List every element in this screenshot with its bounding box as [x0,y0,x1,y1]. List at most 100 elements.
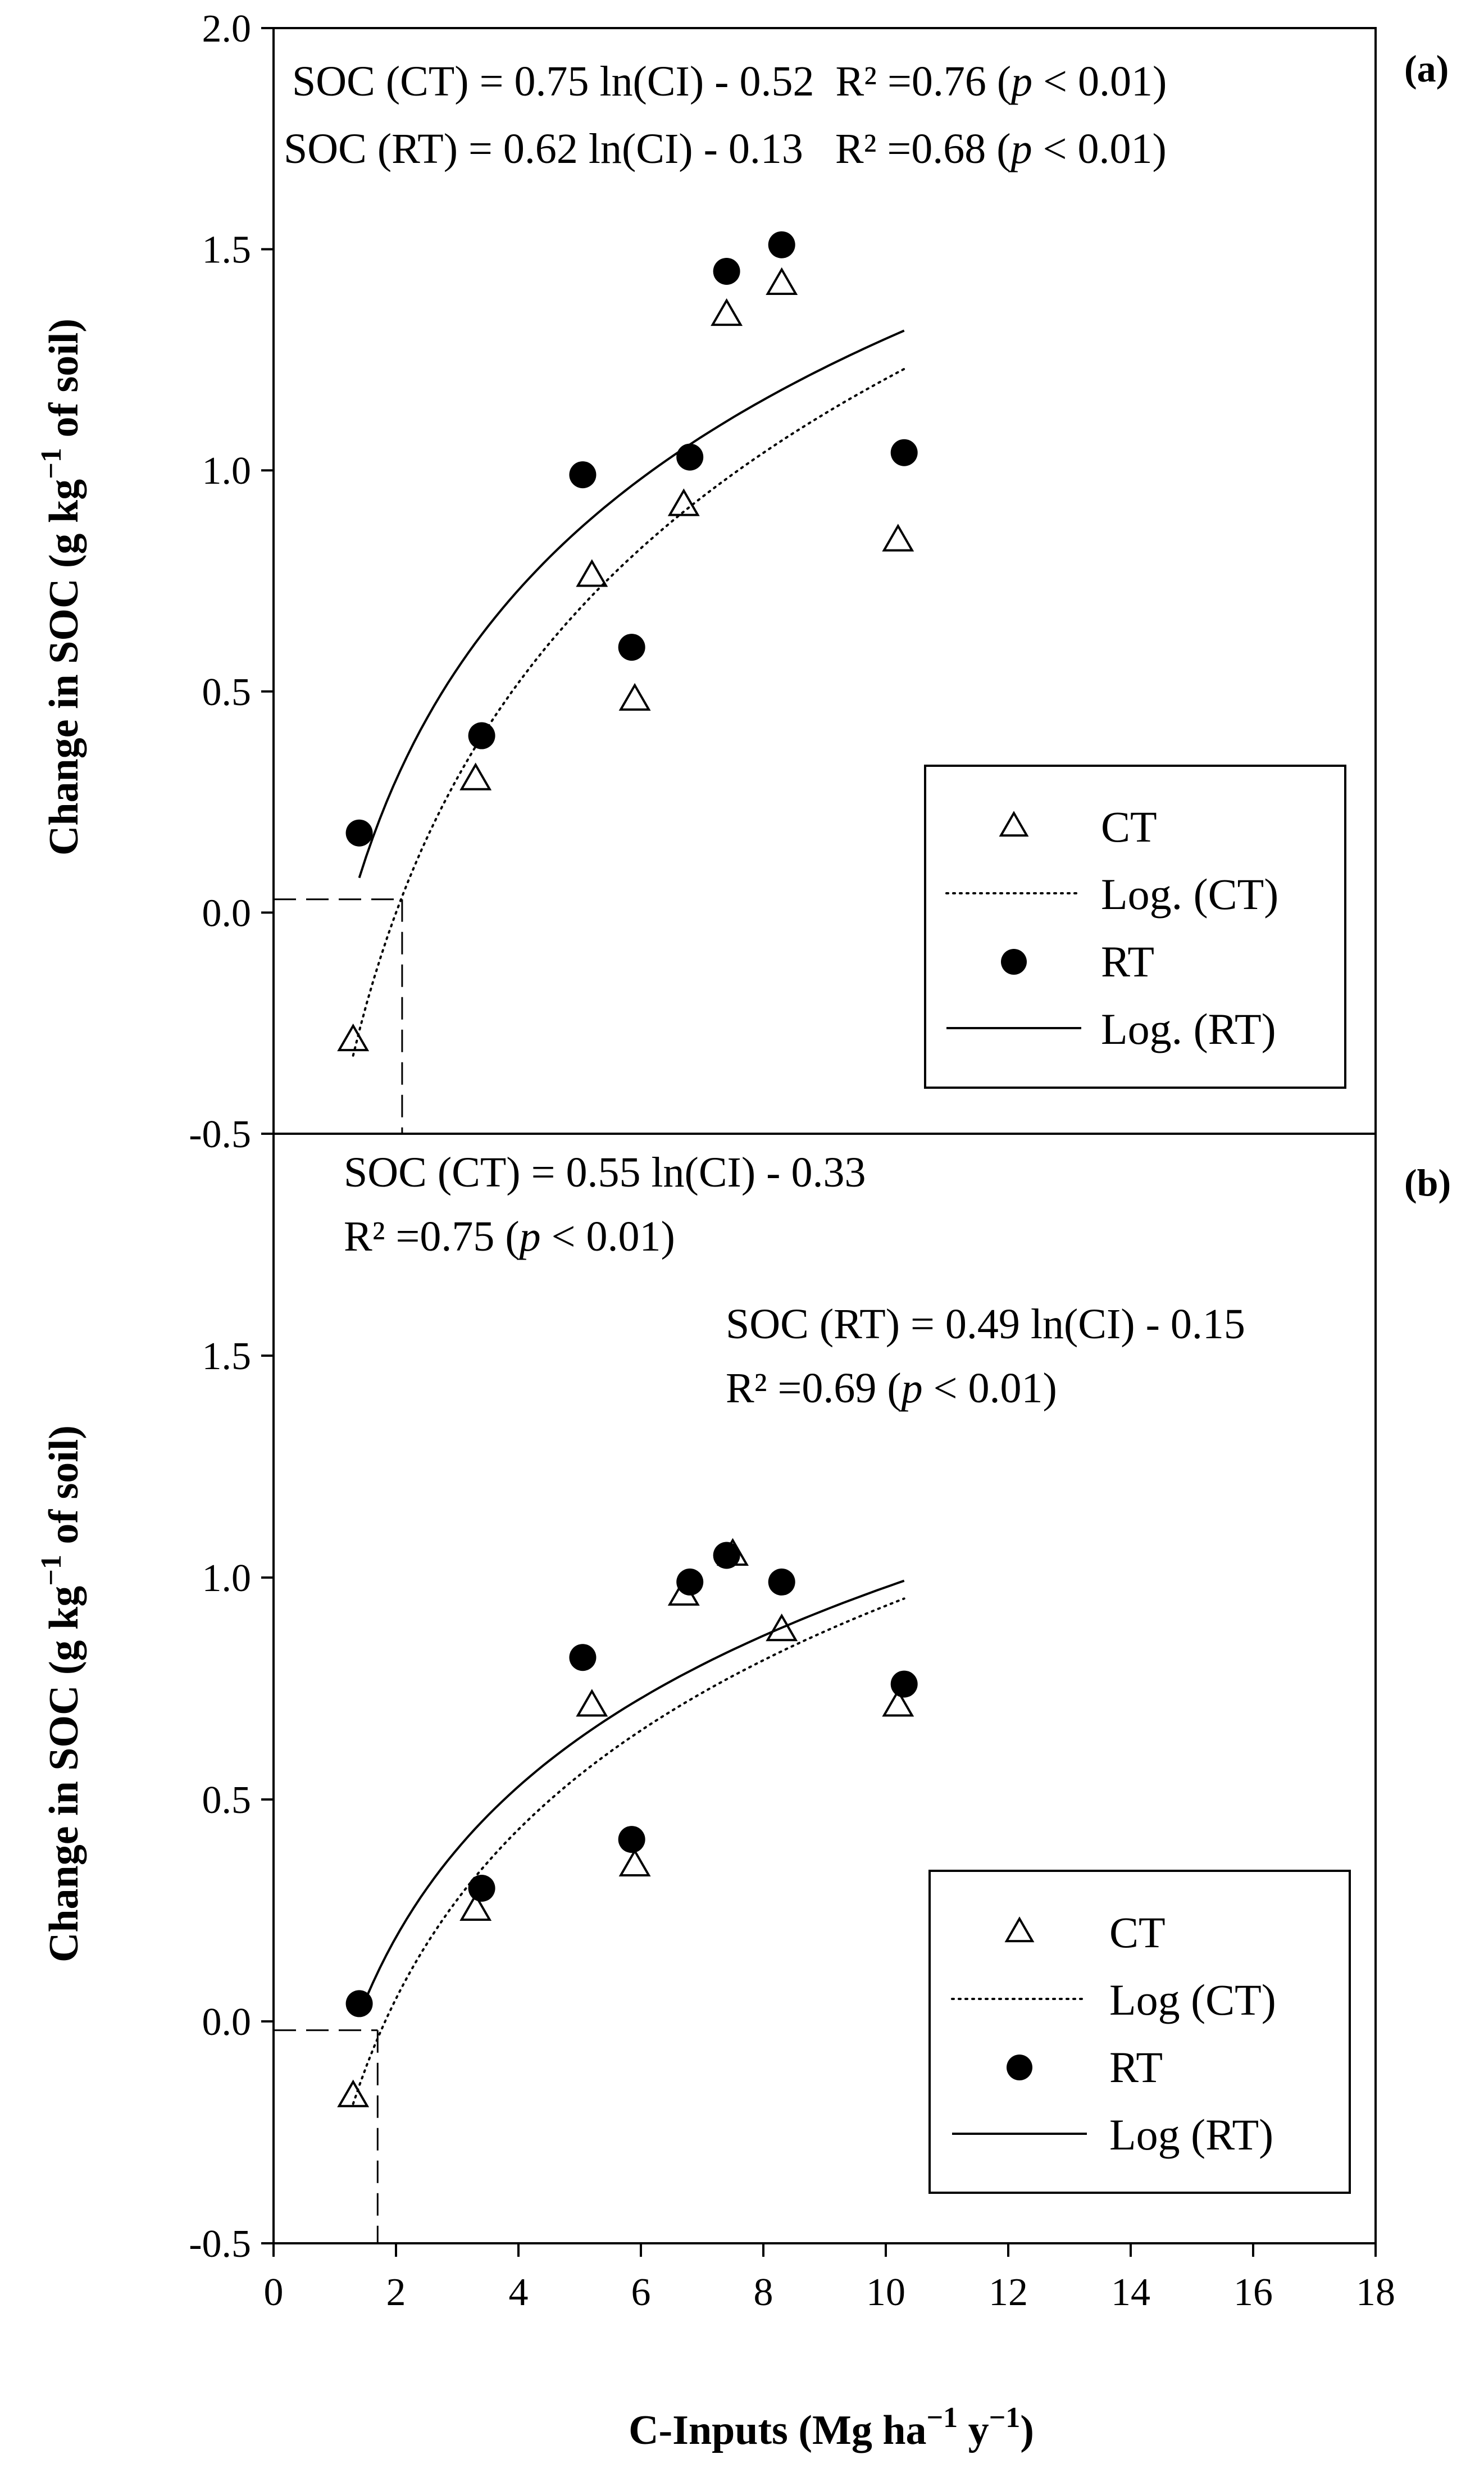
equation-ct-a: SOC (CT) = 0.75 ln(CI) - 0.52 R² =0.76 (… [292,58,1167,105]
equation-ct-b: SOC (CT) = 0.55 ln(CI) - 0.33 [344,1149,866,1196]
legend-symbol-a-ct [999,811,1029,837]
point-b-rt-5 [676,1568,704,1596]
y-tick-label-a-0-5: 0.5 [202,671,252,714]
y-tick-label-a-0-5: -0.5 [189,1113,251,1156]
point-b-ct-1 [337,2079,370,2107]
point-b-ct-8 [882,1689,914,1717]
point-b-ct-4 [618,1848,651,1876]
legend-symbol-b-ct [1004,1916,1035,1943]
x-axis-title: C-Inputs (Mg ha−1 y−1) [629,2402,1034,2453]
legend-label-ct-b: CT [1109,1908,1166,1957]
point-b-rt-8 [890,1670,918,1698]
point-a-ct-3 [576,559,608,587]
equation-ct-a-r2: R² =0.76 ( [835,58,1011,105]
data-points-b [337,1538,918,2107]
y-tick-label-a-1-5: 1.5 [202,229,252,272]
panel-b: -0.5 0.0 0.5 1.0 1.5 0 2 4 6 8 10 12 14 16 18 (b) SOC… [35,1133,1451,2453]
point-a-rt-3 [569,461,597,489]
y-tick-label-b-1-5: 1.5 [202,1335,252,1378]
point-b-rt-4 [618,1826,645,1853]
point-b-ct-3 [576,1689,608,1717]
legend-label-logrt-b: Log (RT) [1109,2110,1273,2159]
legend-label-rt-a: RT [1101,937,1154,986]
y-axis-title-a: Change in SOC (g kg−1 of soil) [35,319,87,856]
legend-label-logct-b: Log (CT) [1109,1975,1276,2024]
point-a-rt-6 [713,257,740,285]
point-a-ct-5 [667,488,700,516]
legend-box-a [924,765,1346,1089]
y-tick-label-b-0-5: 0.5 [202,1779,252,1822]
y-tick-label-a-1-0: 1.0 [202,449,252,493]
legend-label-rt-b: RT [1109,2043,1163,2092]
x-tick-label-10: 10 [866,2271,905,2314]
point-a-rt-4 [618,634,645,661]
y-tick-label-a-0-0: 0.0 [202,892,252,935]
point-a-rt-2 [468,722,495,749]
point-a-ct-1 [337,1023,370,1052]
legend-symbol-a-rt [1001,949,1027,975]
y-tick-label-a-2-0: 2.0 [202,7,252,51]
legend-label-logct-a: Log. (CT) [1101,870,1278,919]
point-b-rt-3 [569,1644,597,1671]
legend-label-logrt-a: Log. (RT) [1101,1005,1276,1053]
data-points-a [337,231,918,1052]
x-ticks-b: 0 2 4 6 8 10 12 14 16 18 [264,2243,1395,2314]
y-tick-label-b-0-0: 0.0 [202,2001,252,2044]
legend-box-b [928,1870,1351,2194]
equation-rt-b-r2: R² =0.69 (p < 0.01) [726,1365,1057,1412]
point-a-ct-2 [459,762,492,790]
fit-curves-b [352,1579,905,2105]
x-tick-label-14: 14 [1111,2271,1150,2314]
panel-label-a: (a) [1404,47,1449,90]
x-tick-label-4: 4 [509,2271,529,2314]
y-tick-label-b-0-5: -0.5 [189,2223,251,2266]
point-b-ct-2 [459,1893,492,1921]
equation-ct-a-p: p [1008,58,1032,105]
point-b-ct-7 [766,1613,798,1642]
x-tick-label-12: 12 [989,2271,1028,2314]
fit-curves-a [352,329,905,1057]
point-b-rt-2 [468,1875,495,1902]
legend-symbols-a [945,811,1082,1029]
fit-curve-b-log-rt [358,1579,905,2016]
equation-rt-a-text: SOC (RT) = 0.62 ln(CI) - 0.13 [284,125,803,172]
legend-a: CT Log. (CT) RT Log. (RT) [924,765,1346,1089]
point-a-ct-8 [882,524,914,552]
point-a-rt-1 [345,819,373,847]
point-b-rt-7 [768,1568,795,1596]
point-b-rt-6 [713,1542,740,1569]
legend-symbols-b [951,1916,1088,2135]
point-a-rt-8 [890,439,918,466]
x-tick-label-18: 18 [1356,2271,1395,2314]
y-ticks-b: -0.5 0.0 0.5 1.0 1.5 [189,1335,274,2266]
x-tick-label-16: 16 [1233,2271,1273,2314]
plot-frame-b [272,1133,1377,2244]
equation-rt-a-r2: R² =0.68 ( [835,125,1011,172]
point-b-rt-1 [345,1990,373,2017]
y-axis-title-b: Change in SOC (g kg−1 of soil) [35,1425,87,1962]
point-a-rt-7 [768,231,795,258]
y-ticks-a: -0.5 0.0 0.5 1.0 1.5 2.0 [189,7,274,1156]
legend-symbol-b-rt [1007,2055,1032,2080]
point-a-ct-7 [766,267,798,296]
point-a-ct-4 [618,683,651,711]
x-tick-label-2: 2 [386,2271,406,2314]
y-tick-label-b-1-0: 1.0 [202,1557,252,1600]
equation-rt-b: SOC (RT) = 0.49 ln(CI) - 0.15 [726,1301,1245,1348]
guide-lines-b [274,2029,379,2243]
panel-label-b: (b) [1404,1161,1451,1204]
x-tick-label-0: 0 [264,2271,284,2314]
equation-ct-b-r2: R² =0.75 (p < 0.01) [344,1213,675,1260]
legend-label-ct-a: CT [1101,802,1157,851]
equation-rt-a: SOC (RT) = 0.62 ln(CI) - 0.13 R² =0.68 (… [284,125,1167,172]
panel-a: -0.5 0.0 0.5 1.0 1.5 2.0 (a) SOC (CT) = 0.75 … [35,7,1449,1156]
point-a-rt-5 [676,443,704,471]
equation-ct-a-tail: < 0.01) [1032,58,1167,105]
fit-curve-a-log-rt [358,329,905,879]
equation-rt-a-p: p [1008,125,1032,172]
equation-rt-a-tail: < 0.01) [1032,125,1167,172]
legend-b: CT Log (CT) RT Log (RT) [928,1870,1351,2194]
fit-curve-b-log-ct [352,1597,905,2105]
x-tick-label-8: 8 [754,2271,773,2314]
